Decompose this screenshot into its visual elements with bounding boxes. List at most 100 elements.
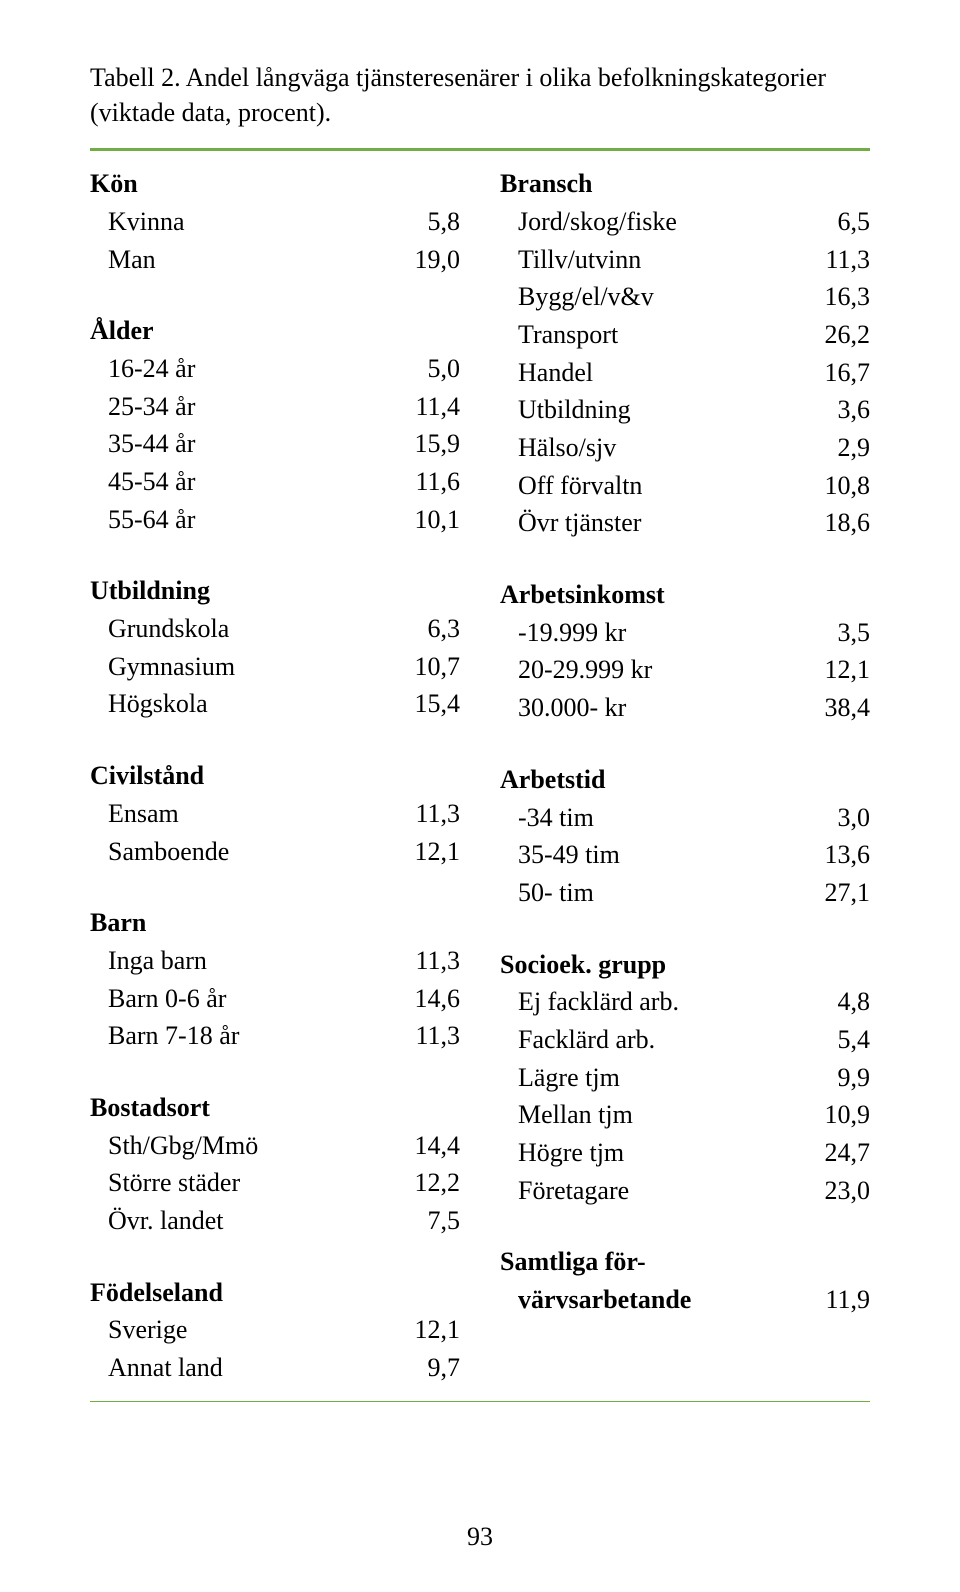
row-label: -19.999 kr: [518, 614, 626, 652]
data-row: Tillv/utvinn11,3: [500, 241, 870, 279]
spacer: [500, 912, 870, 946]
group-header: Civilstånd: [90, 757, 460, 795]
group-header: Arbetstid: [500, 761, 870, 799]
row-value: 14,6: [380, 980, 460, 1018]
spacer: [90, 538, 460, 572]
row-value: 9,7: [380, 1349, 460, 1387]
row-value: 11,3: [380, 942, 460, 980]
row-label: Ej facklärd arb.: [518, 983, 679, 1021]
spacer: [500, 1209, 870, 1243]
group-header-label: Födelseland: [90, 1274, 223, 1312]
row-label: Större städer: [108, 1164, 240, 1202]
data-row: 20-29.999 kr12,1: [500, 651, 870, 689]
row-label: Grundskola: [108, 610, 229, 648]
row-label: Ensam: [108, 795, 179, 833]
row-label: Övr. landet: [108, 1202, 224, 1240]
data-row: Ej facklärd arb. 4,8: [500, 983, 870, 1021]
row-label: Högskola: [108, 685, 208, 723]
row-value: 5,4: [790, 1021, 870, 1059]
group-header-label: Bostadsort: [90, 1089, 210, 1127]
row-label: Hälso/sjv: [518, 429, 616, 467]
data-row: 45-54 år11,6: [90, 463, 460, 501]
group-header: Utbildning: [90, 572, 460, 610]
group-header: Födelseland: [90, 1274, 460, 1312]
row-value: 11,6: [380, 463, 460, 501]
row-value: 5,8: [380, 203, 460, 241]
group-header-label: Civilstånd: [90, 757, 204, 795]
row-value: 13,6: [790, 836, 870, 874]
data-row: Ensam11,3: [90, 795, 460, 833]
row-label: Bygg/el/v&v: [518, 278, 654, 316]
row-label: 50- tim: [518, 874, 594, 912]
data-row: Barn 7-18 år11,3: [90, 1017, 460, 1055]
spacer: [90, 1240, 460, 1274]
row-label: Gymnasium: [108, 648, 235, 686]
row-value: 10,1: [380, 501, 460, 539]
row-label: Barn 7-18 år: [108, 1017, 239, 1055]
row-value: 4,8: [790, 983, 870, 1021]
group-header: Barn: [90, 904, 460, 942]
group-header: Socioek. grupp: [500, 946, 870, 984]
table-body: KönKvinna5,8Man19,0Ålder16-24 år5,025-34…: [90, 151, 870, 1401]
row-value: 3,6: [790, 391, 870, 429]
group-header: Kön: [90, 165, 460, 203]
group-header-label: Samtliga för-: [500, 1243, 646, 1281]
data-row: 50- tim27,1: [500, 874, 870, 912]
row-value: 19,0: [380, 241, 460, 279]
row-value: 3,0: [790, 799, 870, 837]
row-label: Jord/skog/fiske: [518, 203, 677, 241]
data-row: Sverige12,1: [90, 1311, 460, 1349]
row-label: Lägre tjm: [518, 1059, 620, 1097]
data-row: Övr. landet 7,5: [90, 1202, 460, 1240]
group-header-label: Kön: [90, 165, 138, 203]
row-label: värvsarbetande: [518, 1281, 691, 1319]
row-value: 7,5: [380, 1202, 460, 1240]
row-value: 10,7: [380, 648, 460, 686]
data-row: 55-64 år10,1: [90, 501, 460, 539]
row-label: Mellan tjm: [518, 1096, 633, 1134]
group-header-label: Socioek. grupp: [500, 946, 666, 984]
row-value: 5,0: [380, 350, 460, 388]
data-row: Samboende12,1: [90, 833, 460, 871]
row-value: 38,4: [790, 689, 870, 727]
data-row: Övr tjänster18,6: [500, 504, 870, 542]
row-label: Sverige: [108, 1311, 187, 1349]
row-label: 35-44 år: [108, 425, 195, 463]
group-header-label: Ålder: [90, 312, 154, 350]
data-row: 25-34 år11,4: [90, 388, 460, 426]
data-row: Annat land 9,7: [90, 1349, 460, 1387]
data-row: Högskola 15,4: [90, 685, 460, 723]
spacer: [500, 542, 870, 576]
row-label: Facklärd arb.: [518, 1021, 655, 1059]
data-row: Större städer 12,2: [90, 1164, 460, 1202]
data-row: Transport26,2: [500, 316, 870, 354]
row-label: Barn 0-6 år: [108, 980, 226, 1018]
row-value: 12,2: [380, 1164, 460, 1202]
row-label: Sth/Gbg/Mmö: [108, 1127, 258, 1165]
data-row: 35-44 år15,9: [90, 425, 460, 463]
data-row: -34 tim3,0: [500, 799, 870, 837]
data-row: Hälso/sjv2,9: [500, 429, 870, 467]
row-label: Man: [108, 241, 156, 279]
row-value: 3,5: [790, 614, 870, 652]
data-row: Facklärd arb. 5,4: [500, 1021, 870, 1059]
row-value: 12,1: [380, 833, 460, 871]
data-row: Inga barn11,3: [90, 942, 460, 980]
row-label: Annat land: [108, 1349, 223, 1387]
data-row: Man 19,0: [90, 241, 460, 279]
row-label: Handel: [518, 354, 593, 392]
data-row: Företagare23,0: [500, 1172, 870, 1210]
row-value: 23,0: [790, 1172, 870, 1210]
rule-bottom: [90, 1401, 870, 1402]
data-row: Högre tjm24,7: [500, 1134, 870, 1172]
data-row: Gymnasium 10,7: [90, 648, 460, 686]
data-row: värvsarbetande11,9: [500, 1281, 870, 1319]
data-row: Sth/Gbg/Mmö14,4: [90, 1127, 460, 1165]
group-header-label: Bransch: [500, 165, 592, 203]
row-value: 15,4: [380, 685, 460, 723]
spacer: [90, 278, 460, 312]
group-header: Ålder: [90, 312, 460, 350]
row-label: Övr tjänster: [518, 504, 641, 542]
row-value: 24,7: [790, 1134, 870, 1172]
row-value: 6,3: [380, 610, 460, 648]
